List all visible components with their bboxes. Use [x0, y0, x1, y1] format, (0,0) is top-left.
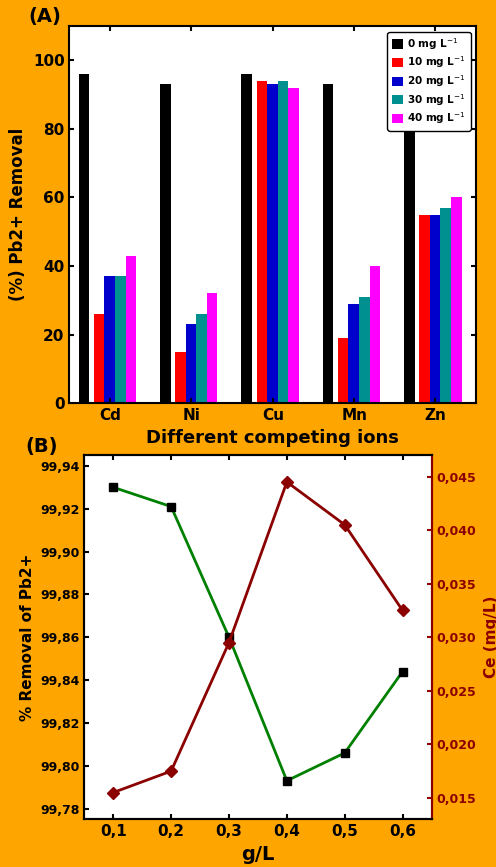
- Y-axis label: Ce (mg/L): Ce (mg/L): [485, 596, 496, 679]
- Bar: [94, 314, 105, 403]
- Bar: [419, 214, 430, 403]
- Bar: [242, 74, 252, 403]
- Bar: [338, 338, 349, 403]
- Bar: [207, 293, 217, 403]
- Bar: [404, 67, 415, 403]
- Bar: [186, 324, 196, 403]
- Bar: [430, 214, 440, 403]
- Bar: [196, 314, 207, 403]
- Bar: [125, 256, 136, 403]
- Bar: [256, 81, 267, 403]
- Bar: [370, 266, 380, 403]
- Bar: [288, 88, 299, 403]
- Y-axis label: (%) Pb2+ Removal: (%) Pb2+ Removal: [9, 128, 27, 301]
- Bar: [440, 208, 451, 403]
- X-axis label: Different competing ions: Different competing ions: [146, 428, 399, 447]
- Bar: [278, 81, 288, 403]
- Bar: [175, 352, 186, 403]
- Bar: [79, 74, 89, 403]
- Bar: [105, 277, 115, 403]
- Text: (A): (A): [29, 7, 62, 26]
- X-axis label: g/L: g/L: [241, 844, 275, 864]
- Bar: [349, 303, 359, 403]
- Bar: [323, 84, 333, 403]
- Bar: [267, 84, 278, 403]
- Bar: [160, 84, 171, 403]
- Bar: [451, 198, 461, 403]
- Legend: 0 mg L$^{-1}$, 10 mg L$^{-1}$, 20 mg L$^{-1}$, 30 mg L$^{-1}$, 40 mg L$^{-1}$: 0 mg L$^{-1}$, 10 mg L$^{-1}$, 20 mg L$^…: [387, 31, 471, 131]
- Bar: [359, 297, 370, 403]
- Y-axis label: % Removal of Pb2+: % Removal of Pb2+: [19, 553, 35, 721]
- Bar: [115, 277, 125, 403]
- Text: (B): (B): [25, 437, 58, 456]
